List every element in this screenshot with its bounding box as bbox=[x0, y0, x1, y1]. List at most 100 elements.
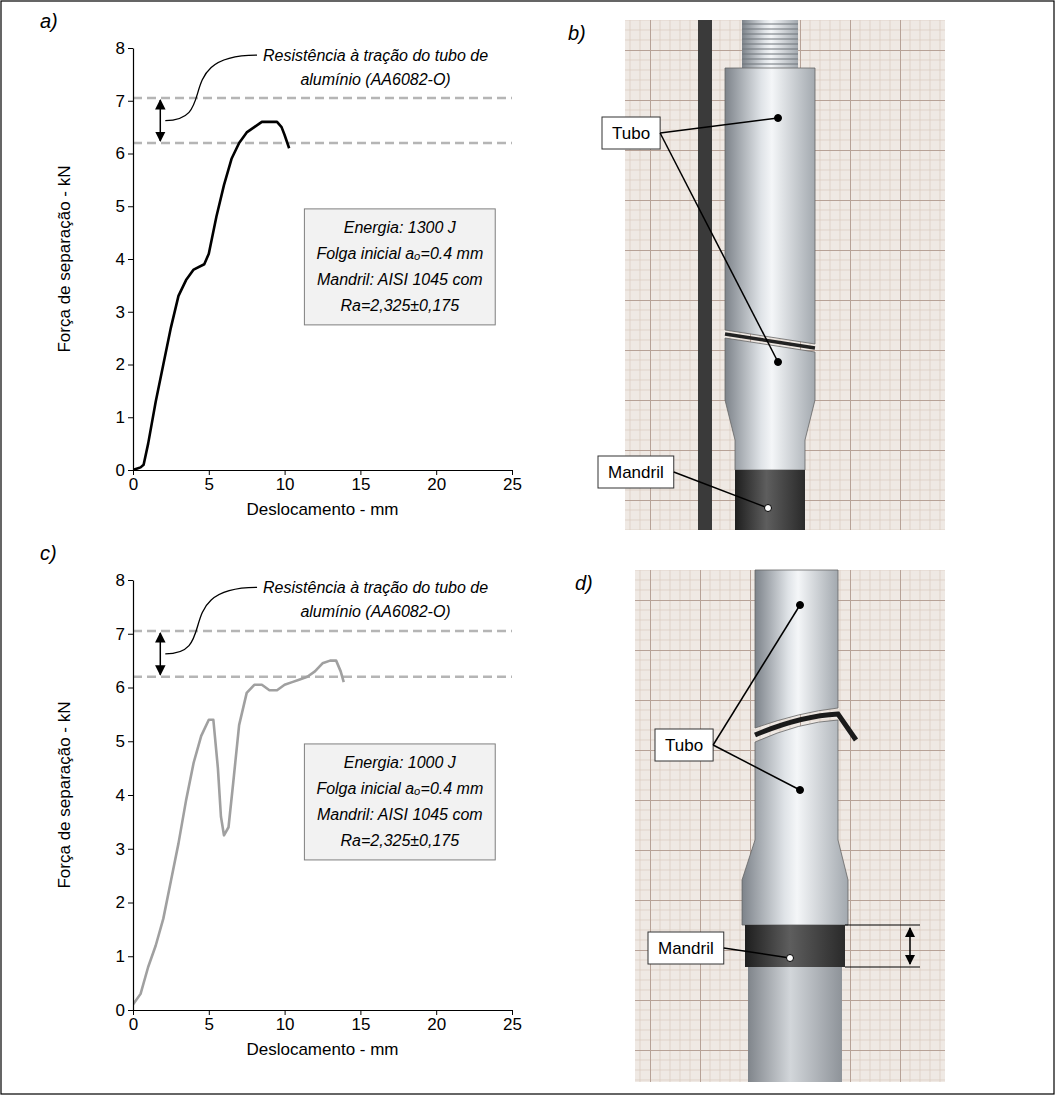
panel-letter: c) bbox=[40, 542, 57, 564]
tick-mark bbox=[128, 470, 133, 471]
leader-line bbox=[660, 118, 778, 133]
photo-ground bbox=[635, 570, 945, 1082]
tick-label: 5 bbox=[116, 197, 125, 216]
photo-label-box bbox=[602, 117, 660, 149]
tick-label: 0 bbox=[116, 461, 125, 480]
thread-line bbox=[742, 29, 798, 30]
thread-line bbox=[742, 39, 798, 40]
tick: 4 bbox=[116, 250, 133, 269]
tube-upper bbox=[725, 68, 815, 344]
tick-mark bbox=[128, 580, 133, 581]
tick-label: 0 bbox=[116, 1001, 125, 1020]
tick: 10 bbox=[276, 470, 295, 494]
tick-label: 2 bbox=[116, 893, 125, 912]
axis-line bbox=[133, 581, 134, 1011]
axis-line bbox=[133, 49, 134, 471]
photo-panel: d)TuboMandril bbox=[575, 570, 945, 1082]
photo-label: Mandril bbox=[608, 463, 664, 482]
tick-mark bbox=[128, 417, 133, 418]
note-text: Folga inicial aₒ=0.4 mm bbox=[316, 780, 483, 797]
figure-border bbox=[1, 1, 1054, 1094]
thread-line bbox=[742, 54, 798, 55]
photo-label-box bbox=[655, 729, 713, 761]
fixture-rod bbox=[698, 20, 712, 530]
tick-label: 5 bbox=[205, 1015, 214, 1034]
annotation: Resistência à tração do tubo dealumínio … bbox=[263, 47, 488, 88]
tick: 8 bbox=[116, 39, 133, 58]
leader-line bbox=[713, 745, 800, 790]
tick-label: 0 bbox=[129, 1015, 138, 1034]
tick-mark bbox=[128, 259, 133, 260]
tick-mark bbox=[128, 312, 133, 313]
tick: 5 bbox=[116, 197, 133, 216]
tick: 15 bbox=[351, 470, 370, 494]
tick-label: 2 bbox=[116, 355, 125, 374]
tick-mark bbox=[128, 365, 133, 366]
tick-label: 0 bbox=[129, 475, 138, 494]
annotation-leader bbox=[165, 587, 257, 653]
tick: 2 bbox=[116, 893, 133, 912]
tick-label: 3 bbox=[116, 303, 125, 322]
x-axis-title: Deslocamento - mm bbox=[246, 500, 398, 519]
axis: 0510152025 bbox=[129, 1010, 522, 1034]
leader-line bbox=[660, 133, 778, 362]
axis: 012345678 bbox=[116, 571, 134, 1020]
tick: 3 bbox=[116, 303, 133, 322]
tick: 1 bbox=[116, 408, 133, 427]
tick-mark bbox=[128, 101, 133, 102]
annotation-line: alumínio (AA6082-O) bbox=[300, 71, 450, 88]
photo-label: Tubo bbox=[612, 124, 650, 143]
plot-area bbox=[133, 631, 512, 1005]
tick-label: 7 bbox=[116, 625, 125, 644]
tick: 3 bbox=[116, 840, 133, 859]
tick: 20 bbox=[427, 470, 446, 494]
photo-label: Mandril bbox=[658, 939, 714, 958]
tick: 2 bbox=[116, 355, 133, 374]
thread-line bbox=[742, 64, 798, 65]
annotation-line: Resistência à tração do tubo de bbox=[263, 579, 488, 596]
tick-mark bbox=[128, 1010, 133, 1011]
tick-mark bbox=[128, 634, 133, 635]
tick-label: 15 bbox=[351, 475, 370, 494]
tick-mark bbox=[128, 795, 133, 796]
tick-label: 8 bbox=[116, 571, 125, 590]
thread bbox=[742, 20, 798, 70]
leader-dot bbox=[775, 115, 782, 122]
tick: 5 bbox=[116, 732, 133, 751]
note-text: Energia: 1300 J bbox=[344, 219, 457, 236]
tick: 6 bbox=[116, 678, 133, 697]
reference-line bbox=[133, 142, 512, 145]
crack bbox=[755, 714, 856, 740]
tick-label: 1 bbox=[116, 408, 125, 427]
thread-line bbox=[742, 34, 798, 35]
tick: 0 bbox=[129, 1010, 138, 1034]
tick: 7 bbox=[116, 625, 133, 644]
mandrel-rod bbox=[748, 967, 842, 1082]
chart-panel: 0510152025012345678Deslocamento - mmForç… bbox=[40, 542, 522, 1059]
tick-mark bbox=[128, 206, 133, 207]
tick-label: 10 bbox=[276, 1015, 295, 1034]
note-text: Folga inicial aₒ=0.4 mm bbox=[316, 245, 483, 262]
tick-label: 25 bbox=[503, 1015, 522, 1034]
leader-dot bbox=[787, 955, 794, 962]
annotation: Resistência à tração do tubo dealumínio … bbox=[263, 579, 488, 620]
photo-label: Tubo bbox=[665, 736, 703, 755]
tick-mark bbox=[128, 849, 133, 850]
tick-label: 5 bbox=[116, 732, 125, 751]
leader-dot bbox=[797, 602, 804, 609]
photo-panel: b) Tubo Mandril bbox=[568, 20, 945, 530]
figure: 0510152025012345678Deslocamento - mmForç… bbox=[0, 0, 1055, 1095]
tick-label: 6 bbox=[116, 678, 125, 697]
tick-mark bbox=[128, 688, 133, 689]
thread-line bbox=[742, 49, 798, 50]
notes-frame bbox=[304, 209, 495, 325]
plot-area bbox=[133, 98, 512, 470]
annotation-text: Resistência à tração do tubo dealumínio … bbox=[263, 579, 488, 620]
tick-mark bbox=[128, 903, 133, 904]
panel-letter: b) bbox=[568, 22, 586, 44]
labels: Tubo Mandril bbox=[598, 115, 782, 512]
tube-lower bbox=[742, 720, 848, 925]
note-text: Ra=2,325±0,175 bbox=[340, 297, 459, 314]
thread-line bbox=[742, 59, 798, 60]
note-text: Ra=2,325±0,175 bbox=[340, 832, 459, 849]
